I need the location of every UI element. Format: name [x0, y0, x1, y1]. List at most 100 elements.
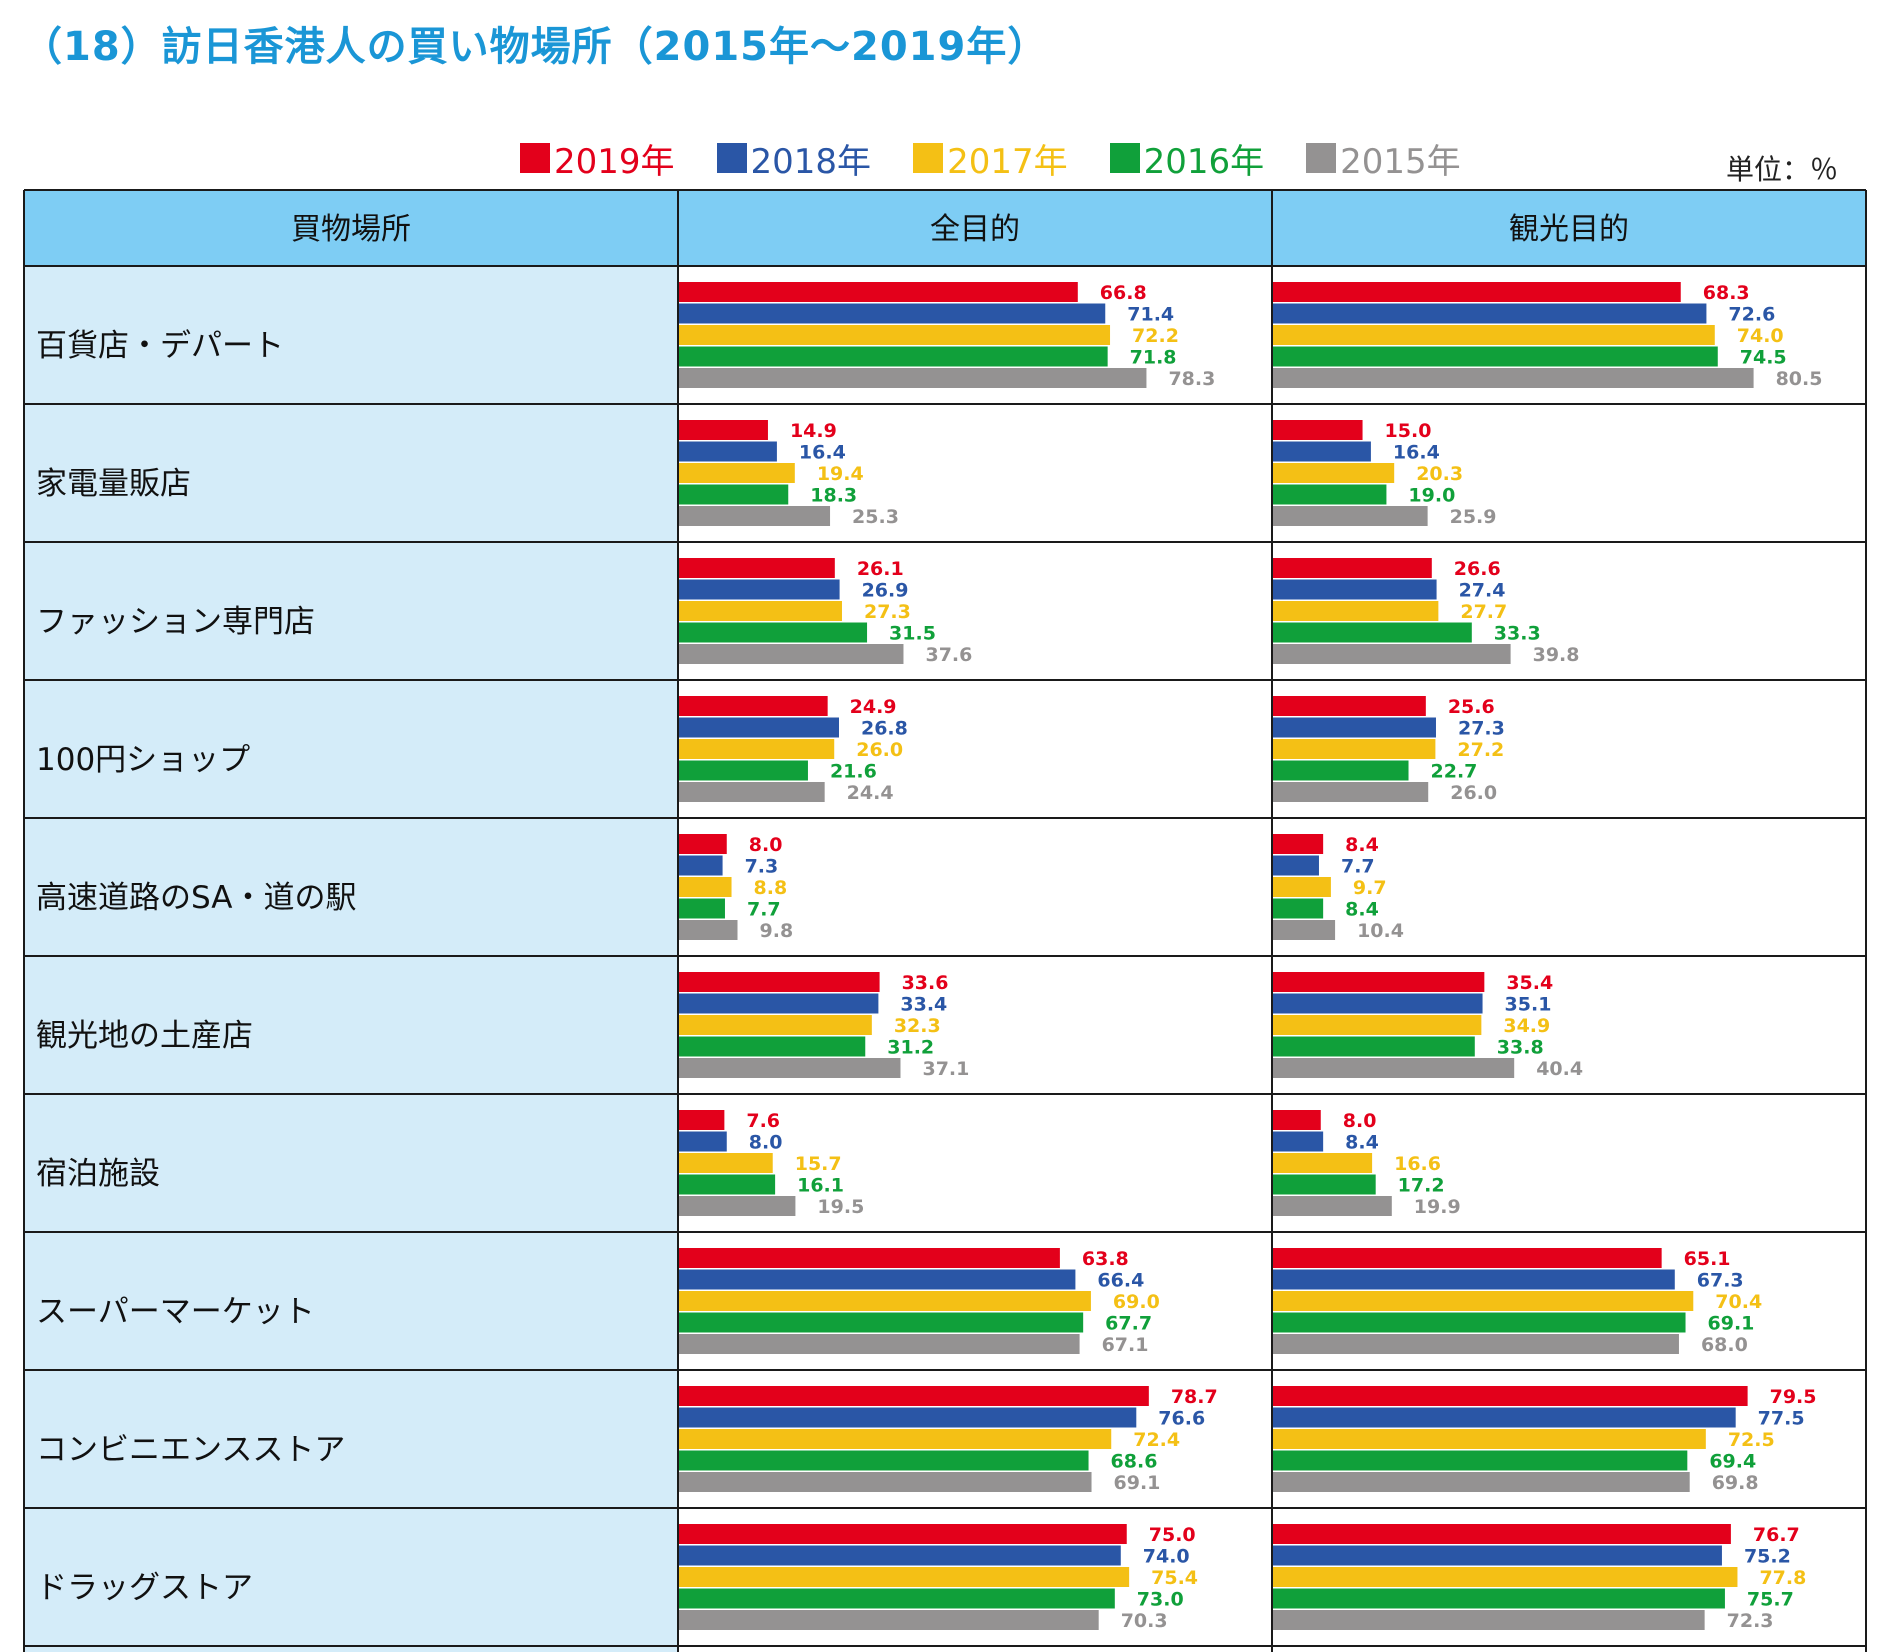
data-label: 68.0: [1701, 1334, 1748, 1356]
data-label: 72.5: [1728, 1429, 1775, 1451]
bar: [1273, 1196, 1392, 1216]
category-label: コンビニエンスストア: [36, 1432, 345, 1468]
bar: [679, 760, 808, 781]
bar: [679, 1407, 1137, 1428]
data-label: 26.0: [856, 739, 903, 761]
data-label: 34.9: [1503, 1015, 1550, 1037]
category-label: 宿泊施設: [36, 1156, 160, 1192]
data-label: 40.4: [1536, 1058, 1583, 1080]
bar: [1273, 855, 1319, 876]
data-label: 65.1: [1684, 1248, 1731, 1270]
data-label: 69.4: [1709, 1451, 1756, 1473]
bar: [1273, 1036, 1475, 1057]
bar: [1273, 558, 1432, 578]
bar: [679, 325, 1111, 345]
bar: [679, 1524, 1127, 1544]
data-label: 69.8: [1712, 1472, 1759, 1494]
bar: [1273, 1407, 1736, 1428]
bar: [1273, 1174, 1376, 1195]
category-label: 百貨店・デパート: [36, 328, 284, 364]
data-label: 33.8: [1497, 1037, 1544, 1059]
bar: [1273, 1015, 1482, 1035]
data-label: 8.4: [1345, 899, 1379, 921]
bar: [679, 1429, 1112, 1449]
bar: [679, 920, 738, 940]
data-label: 7.6: [746, 1110, 780, 1132]
bar: [679, 1131, 727, 1152]
legend-swatch-2016: [1109, 143, 1140, 173]
data-label: 75.2: [1744, 1546, 1791, 1568]
bar: [679, 506, 831, 526]
bar: [679, 993, 879, 1014]
data-label: 72.2: [1132, 325, 1179, 347]
bar: [679, 1269, 1076, 1290]
header-label: 全目的: [930, 212, 1020, 247]
legend-label-2017: 2017年: [947, 141, 1068, 182]
data-label: 32.3: [894, 1015, 941, 1037]
data-label: 16.1: [797, 1175, 844, 1197]
bar: [679, 1472, 1092, 1492]
data-label: 26.9: [862, 580, 909, 602]
data-label: 33.6: [902, 972, 949, 994]
data-label: 27.3: [1458, 718, 1505, 740]
data-label: 63.8: [1082, 1248, 1129, 1270]
data-label: 15.0: [1385, 420, 1432, 442]
bar: [679, 877, 732, 897]
data-label: 35.4: [1506, 972, 1553, 994]
data-label: 8.0: [1343, 1110, 1377, 1132]
data-label: 25.9: [1450, 506, 1497, 528]
data-label: 19.9: [1414, 1196, 1461, 1218]
data-label: 37.1: [922, 1058, 969, 1080]
bar: [1273, 1058, 1515, 1078]
data-label: 71.8: [1130, 347, 1177, 369]
data-label: 74.0: [1737, 325, 1784, 347]
data-label: 27.3: [864, 601, 911, 623]
bar: [679, 579, 840, 600]
data-label: 69.0: [1113, 1291, 1160, 1313]
data-label: 39.8: [1533, 644, 1580, 666]
bar: [679, 484, 789, 505]
data-label: 69.1: [1708, 1313, 1755, 1335]
data-label: 35.1: [1505, 994, 1552, 1016]
bar: [1273, 877, 1331, 897]
bar: [1273, 1312, 1686, 1333]
bar: [679, 972, 880, 992]
bar: [1273, 717, 1436, 738]
bar: [1273, 303, 1707, 324]
bar: [679, 782, 825, 802]
bar: [679, 696, 828, 716]
data-label: 25.6: [1448, 696, 1495, 718]
bar: [1273, 282, 1681, 302]
data-label: 72.6: [1728, 304, 1775, 326]
bar: [679, 368, 1147, 388]
bar: [1273, 696, 1426, 716]
unit-label: 単位：％: [1725, 153, 1838, 186]
bar: [679, 739, 835, 759]
bar: [1273, 1545, 1722, 1566]
bar: [1273, 368, 1754, 388]
bar: [679, 1058, 901, 1078]
legend-item-2018: 2018年: [716, 136, 871, 182]
data-label: 7.3: [745, 856, 779, 878]
bar: [679, 282, 1078, 302]
data-label: 22.7: [1431, 761, 1478, 783]
header-label: 買物場所: [291, 212, 411, 247]
bar: [1273, 1131, 1324, 1152]
bar: [679, 855, 723, 876]
bar: [1273, 644, 1511, 664]
page-title: （18）訪日香港人の買い物場所（2015年～2019年）: [22, 24, 1049, 70]
bar: [679, 898, 725, 919]
bar: [679, 1334, 1080, 1354]
data-label: 33.3: [1494, 623, 1541, 645]
bar: [1273, 1588, 1725, 1609]
data-label: 27.4: [1459, 580, 1506, 602]
data-label: 73.0: [1137, 1589, 1184, 1611]
data-label: 9.7: [1353, 877, 1387, 899]
category-label: 家電量販店: [36, 466, 191, 502]
data-label: 67.1: [1102, 1334, 1149, 1356]
bar: [1273, 782, 1429, 802]
data-label: 77.5: [1758, 1408, 1805, 1430]
data-label: 26.0: [1450, 782, 1497, 804]
data-label: 70.4: [1715, 1291, 1762, 1313]
bar: [1273, 601, 1439, 621]
